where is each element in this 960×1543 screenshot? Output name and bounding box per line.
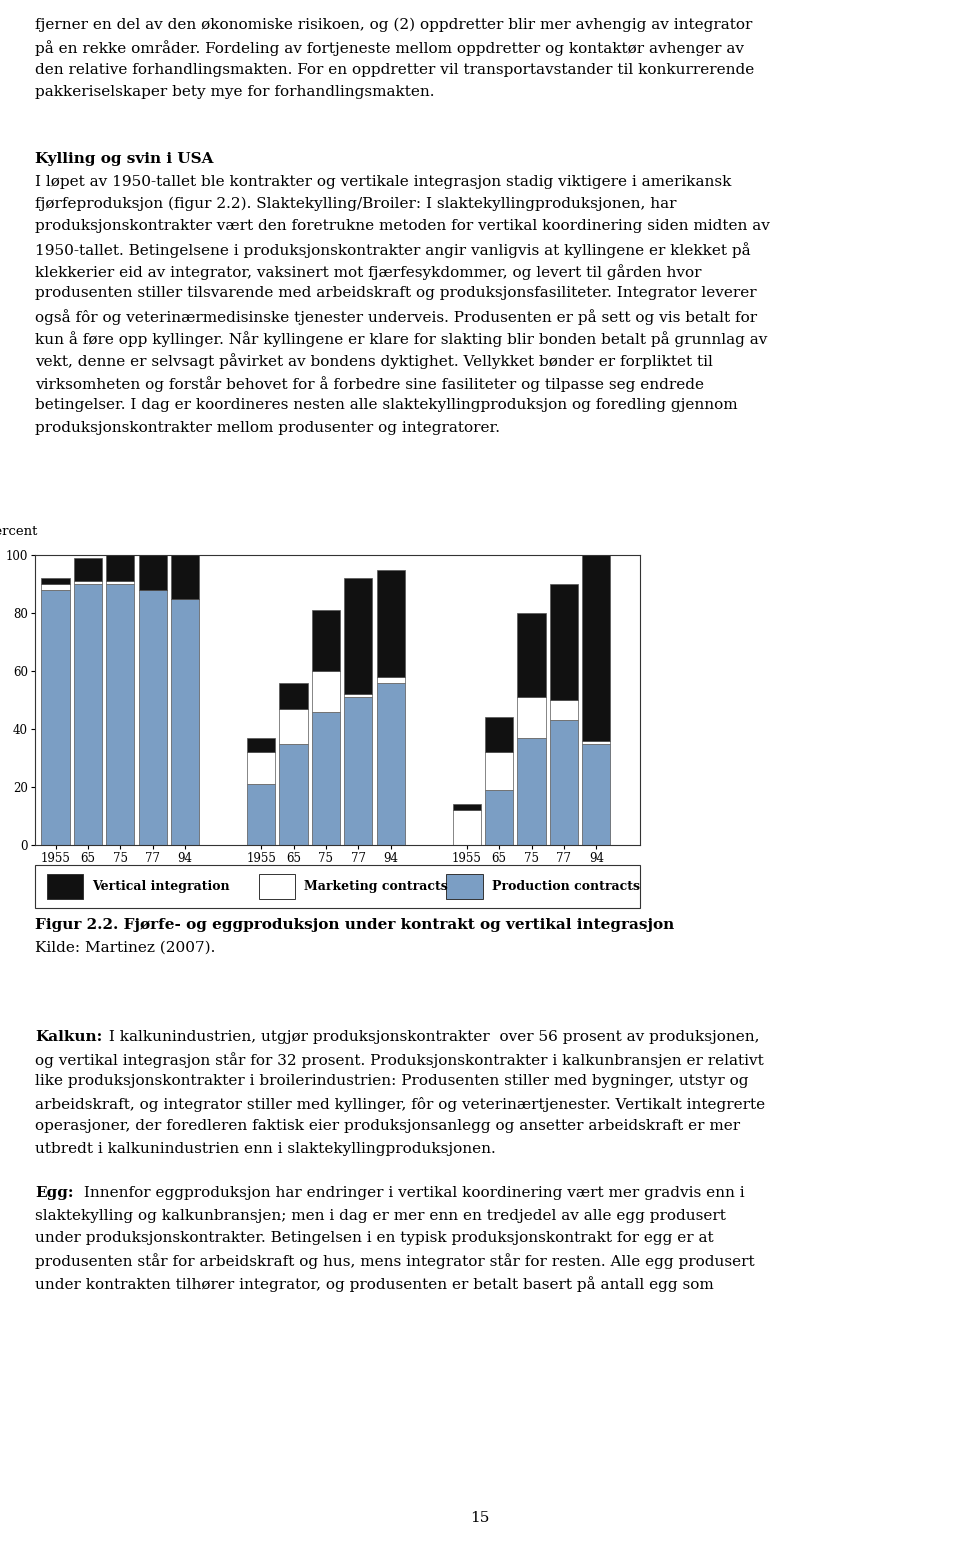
Text: på en rekke områder. Fordeling av fortjeneste mellom oppdretter og kontaktør avh: på en rekke områder. Fordeling av fortje… — [35, 40, 744, 56]
Text: produsenten stiller tilsvarende med arbeidskraft og produksjonsfasiliteter. Inte: produsenten stiller tilsvarende med arbe… — [35, 287, 756, 301]
Text: virksomheten og forstår behovet for å forbedre sine fasiliteter og tilpasse seg : virksomheten og forstår behovet for å fo… — [35, 376, 704, 392]
Text: produksjonskontrakter vært den foretrukne metoden for vertikal koordinering side: produksjonskontrakter vært den foretrukn… — [35, 219, 770, 233]
Text: Egg:: Egg: — [35, 1187, 74, 1200]
Text: operasjoner, der foredleren faktisk eier produksjonsanlegg og ansetter arbeidskr: operasjoner, der foredleren faktisk eier… — [35, 1119, 740, 1133]
Bar — [312, 609, 340, 671]
Bar — [279, 682, 308, 708]
Text: Kylling og svin i USA: Kylling og svin i USA — [35, 153, 213, 167]
Bar — [171, 555, 200, 599]
Bar — [582, 744, 611, 846]
Bar — [74, 583, 102, 846]
Bar — [376, 569, 405, 677]
Bar — [582, 555, 611, 741]
Text: Figur 2.2. Fjørfe- og eggproduksjon under kontrakt og vertikal integrasjon: Figur 2.2. Fjørfe- og eggproduksjon unde… — [35, 918, 674, 932]
Bar — [485, 751, 514, 790]
Text: fjerner en del av den økonomiske risikoen, og (2) oppdretter blir mer avhengig a: fjerner en del av den økonomiske risikoe… — [35, 19, 753, 32]
Bar — [138, 589, 167, 846]
Bar — [517, 613, 545, 697]
Bar — [345, 697, 372, 846]
Bar — [345, 694, 372, 697]
Text: Eggs: Eggs — [514, 884, 549, 896]
Text: Marketing contracts: Marketing contracts — [304, 880, 448, 893]
Text: produsenten står for arbeidskraft og hus, mens integrator står for resten. Alle : produsenten står for arbeidskraft og hus… — [35, 1253, 755, 1270]
Text: Innenfor eggproduksjon har endringer i vertikal koordinering vært mer gradvis en: Innenfor eggproduksjon har endringer i v… — [79, 1187, 745, 1200]
Text: 1950-tallet. Betingelsene i produksjonskontrakter angir vanligvis at kyllingene : 1950-tallet. Betingelsene i produksjonsk… — [35, 242, 751, 258]
Text: I løpet av 1950-tallet ble kontrakter og vertikale integrasjon stadig viktigere : I løpet av 1950-tallet ble kontrakter og… — [35, 174, 732, 188]
Text: klekkerier eid av integrator, vaksinert mot fjærfesykdommer, og levert til gårde: klekkerier eid av integrator, vaksinert … — [35, 264, 702, 279]
Bar — [550, 701, 578, 721]
Bar — [453, 810, 481, 846]
Text: Broilers: Broilers — [90, 884, 151, 896]
Bar — [376, 677, 405, 682]
Bar — [453, 804, 481, 810]
Bar — [107, 582, 134, 583]
Bar — [107, 583, 134, 846]
Text: pakkeriselskaper bety mye for forhandlingsmakten.: pakkeriselskaper bety mye for forhandlin… — [35, 85, 435, 99]
Text: vekt, denne er selvsagt påvirket av bondens dyktighet. Vellykket bønder er forpl: vekt, denne er selvsagt påvirket av bond… — [35, 353, 713, 369]
Text: betingelser. I dag er koordineres nesten alle slaktekyllingproduksjon og foredli: betingelser. I dag er koordineres nesten… — [35, 398, 737, 412]
Bar — [517, 738, 545, 846]
Bar — [582, 741, 611, 744]
Text: Vertical integration: Vertical integration — [92, 880, 230, 893]
Bar — [485, 790, 514, 846]
Bar — [41, 583, 70, 589]
Bar — [279, 708, 308, 744]
Text: og vertikal integrasjon står for 32 prosent. Produksjonskontrakter i kalkunbrans: og vertikal integrasjon står for 32 pros… — [35, 1052, 764, 1068]
Bar — [446, 873, 483, 900]
Bar — [247, 784, 276, 846]
Text: produksjonskontrakter mellom produsenter og integratorer.: produksjonskontrakter mellom produsenter… — [35, 421, 500, 435]
Bar — [41, 589, 70, 846]
Text: under kontrakten tilhører integrator, og produsenten er betalt basert på antall : under kontrakten tilhører integrator, og… — [35, 1276, 713, 1291]
Bar — [279, 744, 308, 846]
Text: utbredt i kalkunindustrien enn i slaktekyllingproduksjonen.: utbredt i kalkunindustrien enn i slaktek… — [35, 1142, 495, 1156]
Text: arbeidskraft, og integrator stiller med kyllinger, fôr og veterinærtjenester. Ve: arbeidskraft, og integrator stiller med … — [35, 1097, 765, 1113]
Text: I kalkunindustrien, utgjør produksjonskontrakter  over 56 prosent av produksjone: I kalkunindustrien, utgjør produksjonsko… — [104, 1029, 759, 1043]
Text: Production contracts: Production contracts — [492, 880, 639, 893]
Bar — [247, 738, 276, 751]
Bar — [550, 721, 578, 846]
Bar — [107, 552, 134, 582]
Bar — [74, 582, 102, 583]
Bar — [74, 559, 102, 582]
Text: like produksjonskontrakter i broilerindustrien: Produsenten stiller med bygninge: like produksjonskontrakter i broilerindu… — [35, 1074, 749, 1088]
Text: Turkeys: Turkeys — [297, 884, 355, 896]
Text: også fôr og veterinærmedisinske tjenester underveis. Produsenten er på sett og v: også fôr og veterinærmedisinske tjeneste… — [35, 309, 757, 324]
Text: den relative forhandlingsmakten. For en oppdretter vil transportavstander til ko: den relative forhandlingsmakten. For en … — [35, 63, 755, 77]
Bar — [171, 599, 200, 846]
Text: 15: 15 — [470, 1511, 490, 1524]
Bar — [47, 873, 84, 900]
Bar — [41, 579, 70, 583]
Bar — [138, 552, 167, 589]
Text: fjørfeproduksjon (figur 2.2). Slaktekylling/Broiler: I slaktekyllingproduksjonen: fjørfeproduksjon (figur 2.2). Slaktekyll… — [35, 198, 677, 211]
Bar — [345, 579, 372, 694]
Bar — [550, 583, 578, 701]
Bar — [247, 751, 276, 784]
Bar — [312, 671, 340, 711]
Bar — [312, 711, 340, 846]
Text: Percent: Percent — [0, 525, 38, 537]
Text: kun å føre opp kyllinger. Når kyllingene er klare for slakting blir bonden betal: kun å føre opp kyllinger. Når kyllingene… — [35, 332, 767, 347]
Text: slaktekylling og kalkunbransjen; men i dag er mer enn en tredjedel av alle egg p: slaktekylling og kalkunbransjen; men i d… — [35, 1208, 726, 1222]
Text: under produksjonskontrakter. Betingelsen i en typisk produksjonskontrakt for egg: under produksjonskontrakter. Betingelsen… — [35, 1231, 713, 1245]
Text: Kalkun:: Kalkun: — [35, 1029, 103, 1043]
Bar — [517, 697, 545, 738]
Bar — [376, 682, 405, 846]
Bar — [485, 717, 514, 751]
Text: Kilde: Martinez (2007).: Kilde: Martinez (2007). — [35, 940, 215, 955]
Bar — [259, 873, 295, 900]
